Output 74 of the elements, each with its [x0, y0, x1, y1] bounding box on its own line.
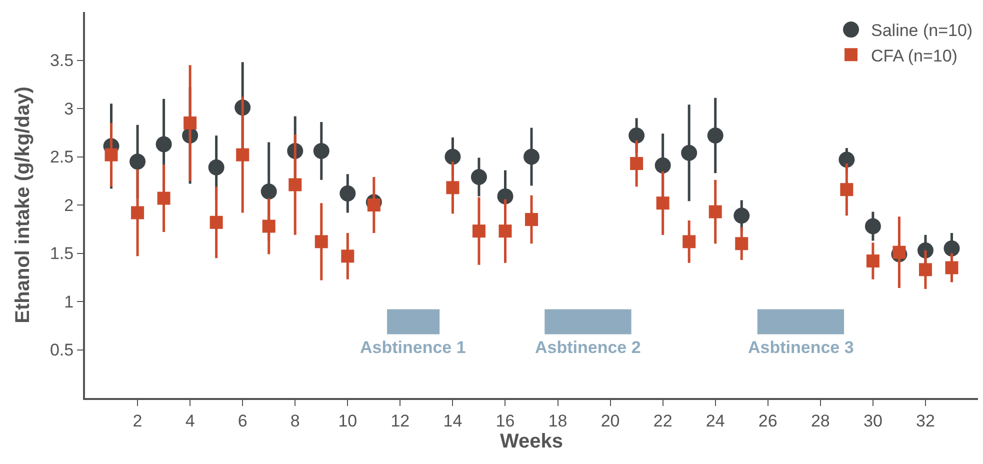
point [236, 148, 250, 162]
point [156, 136, 172, 152]
x-tick-label: 16 [496, 411, 515, 430]
x-tick-label: 4 [185, 411, 195, 430]
x-tick-label: 30 [863, 411, 882, 430]
x-tick-label: 18 [548, 411, 568, 430]
y-tick-label: 0.5 [50, 340, 74, 360]
point [864, 218, 881, 234]
point [630, 157, 644, 170]
legend-label: CFA (n=10) [871, 46, 958, 66]
point [184, 116, 197, 130]
x-tick-label: 26 [758, 411, 778, 430]
point [262, 220, 276, 233]
point [866, 254, 880, 268]
x-tick-label: 6 [238, 411, 248, 430]
point [681, 144, 698, 161]
x-axis-title: Weeks [500, 430, 564, 452]
point [735, 237, 748, 250]
y-tick-label: 1.5 [50, 244, 74, 264]
point [497, 188, 514, 204]
point [288, 178, 302, 192]
point [656, 196, 670, 210]
point [210, 216, 223, 229]
point [525, 212, 538, 226]
x-tick-label: 28 [810, 411, 830, 430]
x-tick-label: 20 [600, 411, 620, 430]
point [313, 142, 330, 159]
point [472, 224, 486, 238]
point [524, 148, 540, 165]
point [917, 242, 934, 258]
y-tick-label: 3 [64, 99, 74, 118]
point [734, 208, 750, 224]
x-tick-label: 24 [706, 411, 725, 430]
point [945, 261, 958, 274]
point [892, 246, 906, 259]
point [707, 128, 724, 144]
x-tick-label: 10 [338, 411, 358, 430]
point [470, 169, 487, 186]
legend-label: Saline (n=10) [871, 21, 973, 40]
point [157, 192, 170, 205]
point [340, 185, 356, 202]
point [130, 154, 146, 170]
point [654, 157, 671, 174]
point [628, 128, 645, 144]
point [104, 148, 118, 162]
band-label: Asbtinence 2 [535, 338, 641, 357]
point [918, 263, 932, 276]
point [682, 235, 696, 248]
y-tick-label: 1 [64, 292, 74, 312]
y-tick-label: 2 [64, 196, 74, 215]
y-axis-title: Ethanol intake (g/kg/day) [12, 86, 34, 324]
y-tick-label: 2.5 [50, 148, 74, 167]
x-tick-label: 8 [290, 411, 300, 430]
point [446, 181, 460, 194]
point [341, 250, 354, 263]
point [944, 240, 960, 256]
point [498, 224, 512, 238]
point [838, 152, 855, 168]
point [367, 198, 380, 212]
x-tick-label: 2 [132, 411, 142, 430]
band-label: Asbtinence 1 [360, 338, 466, 357]
x-tick-label: 14 [443, 411, 462, 430]
x-tick-label: 22 [653, 411, 672, 430]
x-tick-label: 32 [916, 411, 935, 430]
y-tick-label: 3.5 [50, 51, 74, 70]
point [208, 159, 224, 176]
point [260, 183, 277, 200]
point [444, 148, 461, 165]
band-label: Asbtinence 3 [748, 338, 854, 357]
point [708, 205, 722, 218]
x-tick-label: 12 [390, 411, 410, 430]
point [840, 183, 854, 196]
point [131, 206, 144, 220]
point [314, 235, 328, 248]
